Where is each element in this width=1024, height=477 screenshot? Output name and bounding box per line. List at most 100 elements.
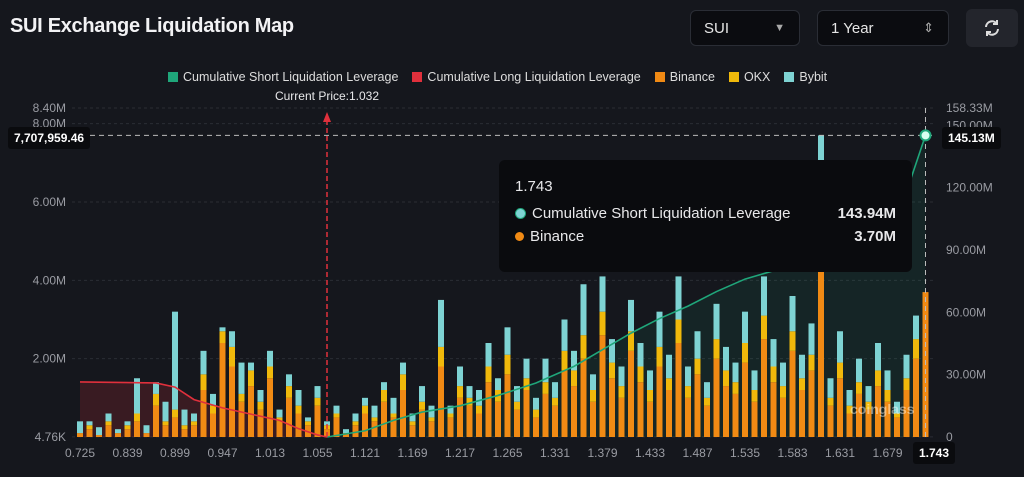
coin-select[interactable]: SUI ▼ [690,10,800,46]
bar-bybit [656,311,663,347]
bar-binance [219,343,226,437]
bar-bybit [856,358,862,383]
bar-bybit [381,382,387,390]
legend-item-short[interactable]: Cumulative Short Liquidation Leverage [168,70,398,84]
refresh-button[interactable] [966,9,1018,47]
bar-binance [305,425,311,437]
bar-binance [761,339,767,437]
bar-binance [846,413,853,437]
right-axis-tick: 30.00M [946,368,986,382]
right-axis-tick: 120.00M [946,181,993,195]
legend-item-okx[interactable]: OKX [728,70,770,84]
caret-down-icon: ▼ [774,22,785,34]
bar-binance [580,358,587,437]
bar-okx [267,366,273,379]
bar-binance [675,343,682,437]
bar-bybit [371,405,378,418]
bar-binance [400,390,406,437]
bar-okx [723,370,729,387]
right-axis-tick: 90.00M [946,243,986,257]
bar-binance [172,417,178,437]
legend-item-bybit[interactable]: Bybit [784,70,827,84]
bar-bybit [618,366,625,387]
bar-okx [789,331,796,351]
bar-bybit [628,299,634,332]
bar-bybit [732,362,739,383]
bar-binance [96,435,102,437]
bar-okx [153,393,159,406]
bar-binance [476,413,482,437]
crosshair-left-value: 7,707,959.46 [8,127,91,149]
bar-okx [761,315,767,340]
bar-okx [884,390,891,402]
bar-bybit [96,427,102,436]
crosshair-point [919,129,932,142]
bar-bybit [514,386,520,402]
bar-bybit [903,354,910,379]
bar-okx [894,413,900,418]
bar-okx [685,386,691,398]
bar-bybit [837,331,843,363]
bar-bybit [704,382,710,398]
x-axis-tick: 0.839 [112,446,142,460]
bar-binance [903,390,910,437]
legend-item-long[interactable]: Cumulative Long Liquidation Leverage [412,70,641,84]
bar-binance [742,362,748,437]
bar-binance [685,397,691,437]
bar-okx [913,339,919,359]
bar-bybit [143,425,150,434]
range-select[interactable]: 1 Year ⇕ [817,10,949,46]
bar-bybit [286,374,292,387]
bar-binance [542,393,549,437]
bar-bybit [685,366,691,387]
bar-bybit [181,409,188,426]
bar-okx [210,405,216,414]
x-axis-tick: 1.331 [540,446,570,460]
coin-select-value: SUI [704,19,730,37]
bar-binance [419,409,425,437]
bar-binance [865,409,872,437]
x-axis-tick: 1.265 [492,446,522,460]
bar-binance [200,390,207,437]
bar-binance [267,378,273,437]
bar-bybit [561,319,568,351]
x-axis-tick: 0.725 [65,446,95,460]
bar-okx [172,409,178,418]
bar-bybit [134,378,140,414]
bar-binance [922,292,929,437]
x-axis-tick: 0.899 [160,446,190,460]
bar-okx [694,358,701,375]
bar-binance [362,413,368,437]
bar-okx [751,390,758,402]
bar-binance [143,433,150,437]
bar-bybit [352,413,359,422]
bar-binance [884,401,891,437]
bar-binance [666,390,672,437]
legend-item-binance[interactable]: Binance [654,70,715,84]
bar-binance [647,401,653,437]
bar-bybit [447,405,454,414]
bar-bybit [257,390,264,402]
x-axis-tick: 1.679 [872,446,902,460]
bar-okx [419,401,425,410]
bar-okx [799,378,805,390]
bar-binance [571,386,577,437]
bar-bybit [238,362,245,394]
x-axis-tick: 1.433 [635,446,665,460]
bar-bybit [86,421,93,426]
bar-bybit [162,401,169,422]
tooltip-row-binance: Binance 3.70M [515,228,896,245]
bar-bybit [362,397,368,406]
bar-bybit [457,366,463,387]
current-price-arrow-icon [323,112,331,122]
bar-binance [523,390,530,437]
bar-binance [780,397,786,437]
bar-binance [115,433,121,437]
bar-binance [77,433,83,437]
bar-okx [124,425,131,430]
left-axis-tick: 2.00M [33,352,66,366]
bar-bybit [400,362,406,375]
bar-binance [590,401,596,437]
bar-binance [856,393,862,437]
bar-binance [86,429,93,437]
